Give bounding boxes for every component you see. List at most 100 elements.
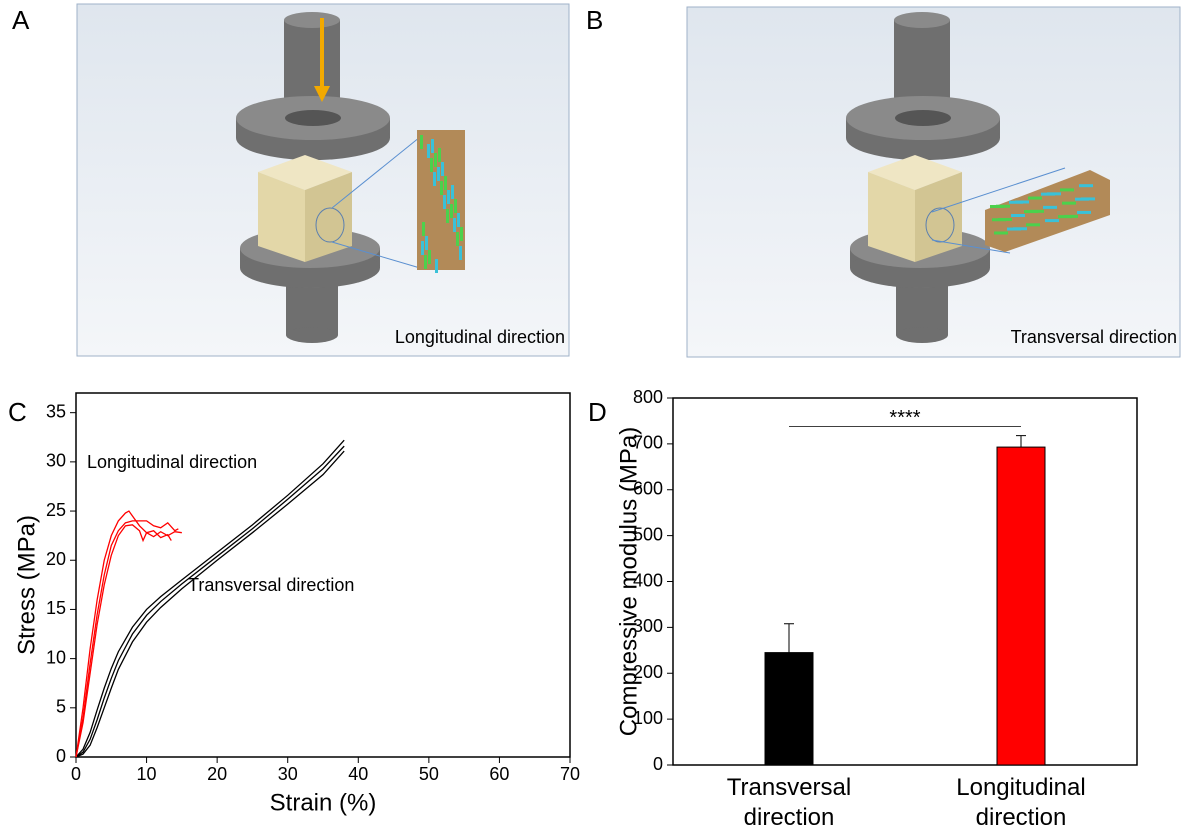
panel-label: D xyxy=(588,397,607,427)
y-tick-label: 25 xyxy=(46,500,66,520)
fiber xyxy=(435,259,438,273)
fiber xyxy=(424,255,427,269)
error-bar xyxy=(1016,435,1026,448)
cube-left xyxy=(258,172,305,262)
fiber xyxy=(440,181,443,195)
y-tick-label: 35 xyxy=(46,401,66,421)
cylinder-body xyxy=(894,20,950,110)
fiber xyxy=(1013,227,1027,231)
panel-label: A xyxy=(12,5,30,35)
cube-right xyxy=(915,172,962,262)
fiber xyxy=(1062,201,1076,205)
fiber xyxy=(434,153,437,167)
fiber-block xyxy=(985,170,1110,252)
fiber xyxy=(1030,209,1044,213)
fiber xyxy=(456,232,459,246)
fiber xyxy=(420,135,423,149)
x-tick-label: 20 xyxy=(207,764,227,784)
x-tick-label: 40 xyxy=(348,764,368,784)
x-tick-label: 70 xyxy=(560,764,580,784)
x-tick-label: 10 xyxy=(137,764,157,784)
x-tick-label: 60 xyxy=(489,764,509,784)
x-tick-label: 0 xyxy=(71,764,81,784)
fiber xyxy=(422,222,425,236)
line xyxy=(75,445,345,758)
fiber xyxy=(431,139,434,153)
fiber xyxy=(1011,214,1025,218)
cylinder-body xyxy=(896,280,948,335)
rod xyxy=(285,110,341,126)
fiber xyxy=(430,158,433,172)
y-tick-label: 200 xyxy=(633,662,663,682)
fiber xyxy=(1077,210,1091,214)
caption: Transversal direction xyxy=(1011,327,1177,347)
fiber xyxy=(437,167,440,181)
fiber xyxy=(428,250,431,264)
y-tick-label: 30 xyxy=(46,451,66,471)
fiber xyxy=(994,231,1008,235)
fiber xyxy=(454,199,457,213)
fiber xyxy=(443,195,446,209)
zoom-line xyxy=(931,239,1011,254)
annotation: Transversal direction xyxy=(188,575,354,595)
fiber xyxy=(444,176,447,190)
fiber xyxy=(1047,192,1061,196)
y-tick-label: 300 xyxy=(633,616,663,636)
fiber xyxy=(438,148,441,162)
y-tick-label: 800 xyxy=(633,387,663,407)
y-tick-label: 400 xyxy=(633,570,663,590)
x-tick-label: 50 xyxy=(419,764,439,784)
significance: **** xyxy=(889,407,920,429)
fiber xyxy=(1026,223,1040,227)
panel-label: B xyxy=(586,5,603,35)
zoom-line xyxy=(331,241,421,269)
y-tick-label: 700 xyxy=(633,433,663,453)
zoom-circle xyxy=(315,207,345,243)
fiber xyxy=(1028,196,1042,200)
fiber xyxy=(1079,184,1093,188)
load-arrow-head xyxy=(314,86,330,102)
cube-top xyxy=(868,155,962,190)
fiber xyxy=(1043,205,1057,209)
y-tick-label: 15 xyxy=(46,598,66,618)
fiber xyxy=(1060,188,1074,192)
y-tick-label: 500 xyxy=(633,524,663,544)
zoom-circle xyxy=(925,207,955,243)
cube-left xyxy=(868,172,915,262)
fiber xyxy=(447,190,450,204)
fiber xyxy=(457,213,460,227)
fiber xyxy=(453,218,456,232)
fiber xyxy=(1081,197,1095,201)
fiber xyxy=(996,204,1010,208)
fiber xyxy=(998,217,1012,221)
fiber xyxy=(425,236,428,250)
x-tick-label: 30 xyxy=(278,764,298,784)
y-tick-label: 100 xyxy=(633,708,663,728)
y-tick-label: 600 xyxy=(633,479,663,499)
panel-label: C xyxy=(8,397,27,427)
fiber xyxy=(460,227,463,241)
line xyxy=(75,520,179,758)
cylinder-body xyxy=(286,280,338,335)
fiber xyxy=(450,204,453,218)
bar xyxy=(764,652,814,766)
y-axis-label: Stress (MPa) xyxy=(13,515,40,655)
zoom-line xyxy=(931,167,1066,213)
y-tick-label: 0 xyxy=(653,754,663,774)
fiber xyxy=(427,144,430,158)
rod xyxy=(895,110,951,126)
line xyxy=(75,524,172,758)
y-tick-label: 5 xyxy=(56,697,66,717)
plot-frame xyxy=(672,397,1138,766)
line xyxy=(75,510,182,758)
cylinder-top xyxy=(284,12,340,28)
fiber xyxy=(446,209,449,223)
line xyxy=(75,450,345,758)
y-tick-label: 10 xyxy=(46,647,66,667)
line xyxy=(75,439,345,758)
fiber xyxy=(459,246,462,260)
bar xyxy=(996,446,1046,766)
plot-frame xyxy=(75,392,571,758)
cube-right xyxy=(305,172,352,262)
